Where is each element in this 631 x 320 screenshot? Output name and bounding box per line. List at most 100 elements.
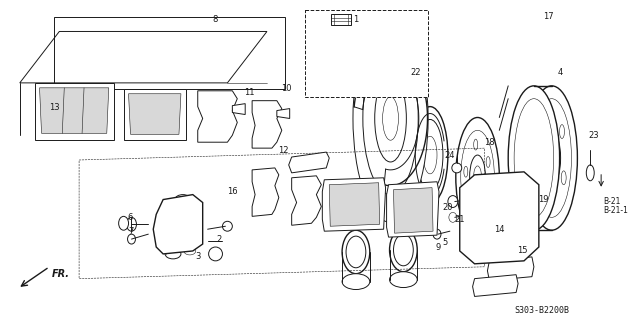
Text: 14: 14 xyxy=(494,225,505,234)
Polygon shape xyxy=(198,91,237,142)
Text: 1: 1 xyxy=(353,15,358,24)
Text: 22: 22 xyxy=(410,68,420,77)
Ellipse shape xyxy=(175,195,191,204)
Text: 15: 15 xyxy=(517,246,528,255)
Ellipse shape xyxy=(160,108,172,124)
Text: 12: 12 xyxy=(278,146,289,155)
Polygon shape xyxy=(252,168,279,216)
Ellipse shape xyxy=(461,130,494,223)
Ellipse shape xyxy=(474,166,481,188)
Ellipse shape xyxy=(449,212,457,222)
Ellipse shape xyxy=(353,15,428,222)
Ellipse shape xyxy=(332,26,340,34)
Ellipse shape xyxy=(508,86,560,230)
Polygon shape xyxy=(124,89,186,140)
Ellipse shape xyxy=(586,165,594,181)
Ellipse shape xyxy=(350,42,378,70)
Polygon shape xyxy=(394,188,433,233)
Ellipse shape xyxy=(143,106,158,127)
Text: 6: 6 xyxy=(128,213,133,222)
Ellipse shape xyxy=(546,190,551,204)
Text: 4: 4 xyxy=(558,68,563,77)
Text: 13: 13 xyxy=(49,103,60,112)
Polygon shape xyxy=(35,83,114,140)
Polygon shape xyxy=(387,182,439,237)
Ellipse shape xyxy=(456,117,499,236)
Ellipse shape xyxy=(362,76,369,84)
Ellipse shape xyxy=(500,230,508,238)
Ellipse shape xyxy=(561,171,566,185)
Ellipse shape xyxy=(481,190,517,245)
Text: 2: 2 xyxy=(217,235,222,244)
Ellipse shape xyxy=(165,249,181,259)
Ellipse shape xyxy=(389,272,417,288)
Polygon shape xyxy=(331,14,351,25)
Ellipse shape xyxy=(474,139,478,150)
Text: 5: 5 xyxy=(442,237,447,247)
Ellipse shape xyxy=(448,196,457,207)
Ellipse shape xyxy=(298,193,312,212)
Polygon shape xyxy=(305,10,428,97)
Text: 17: 17 xyxy=(543,12,554,21)
Ellipse shape xyxy=(127,234,136,244)
Ellipse shape xyxy=(382,97,398,140)
Ellipse shape xyxy=(469,155,485,198)
Ellipse shape xyxy=(412,107,448,204)
Ellipse shape xyxy=(514,99,553,217)
Ellipse shape xyxy=(423,136,437,174)
Text: B-21: B-21 xyxy=(603,196,620,205)
Polygon shape xyxy=(487,257,534,281)
Ellipse shape xyxy=(487,200,511,235)
Ellipse shape xyxy=(394,234,413,266)
Text: 3: 3 xyxy=(195,252,201,261)
Ellipse shape xyxy=(484,195,488,205)
Ellipse shape xyxy=(209,247,223,261)
Text: 19: 19 xyxy=(538,195,549,204)
Ellipse shape xyxy=(356,187,366,201)
Ellipse shape xyxy=(464,166,468,177)
Ellipse shape xyxy=(119,216,129,230)
Polygon shape xyxy=(473,275,518,296)
Text: 24: 24 xyxy=(445,150,455,160)
Ellipse shape xyxy=(354,46,374,66)
Ellipse shape xyxy=(378,69,387,79)
Polygon shape xyxy=(322,178,386,231)
Text: 23: 23 xyxy=(588,131,599,140)
Polygon shape xyxy=(460,172,539,264)
Ellipse shape xyxy=(543,115,548,129)
Text: B-21-1: B-21-1 xyxy=(603,206,628,215)
Polygon shape xyxy=(40,88,109,133)
Ellipse shape xyxy=(470,200,474,211)
Polygon shape xyxy=(252,101,282,148)
Polygon shape xyxy=(292,176,321,225)
Ellipse shape xyxy=(319,45,354,81)
Ellipse shape xyxy=(209,111,223,130)
Polygon shape xyxy=(277,108,290,118)
Text: 18: 18 xyxy=(484,138,495,147)
Ellipse shape xyxy=(452,163,462,173)
Ellipse shape xyxy=(184,247,196,255)
Ellipse shape xyxy=(346,236,366,268)
Text: 10: 10 xyxy=(281,84,292,93)
Ellipse shape xyxy=(342,230,370,274)
Text: 9: 9 xyxy=(435,243,440,252)
Ellipse shape xyxy=(127,217,136,231)
Text: FR.: FR. xyxy=(51,269,69,279)
Ellipse shape xyxy=(375,75,406,162)
Ellipse shape xyxy=(532,99,572,217)
Polygon shape xyxy=(129,94,181,134)
Ellipse shape xyxy=(346,195,362,220)
Text: 21: 21 xyxy=(454,215,465,224)
Ellipse shape xyxy=(342,274,370,290)
Polygon shape xyxy=(232,104,245,115)
Ellipse shape xyxy=(560,124,565,139)
Ellipse shape xyxy=(486,156,490,167)
Ellipse shape xyxy=(526,86,577,230)
Text: 16: 16 xyxy=(227,187,238,196)
Ellipse shape xyxy=(536,155,540,169)
Text: 20: 20 xyxy=(442,203,453,212)
Ellipse shape xyxy=(546,143,557,173)
Ellipse shape xyxy=(543,131,560,185)
Ellipse shape xyxy=(349,25,359,35)
Polygon shape xyxy=(329,183,380,226)
